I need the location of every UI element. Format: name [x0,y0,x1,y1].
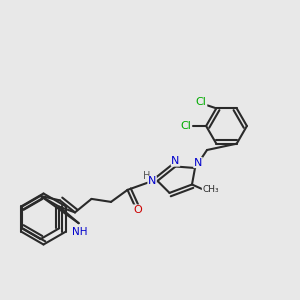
Text: Cl: Cl [181,121,191,131]
Text: CH₃: CH₃ [202,185,219,194]
Text: N: N [194,158,202,168]
Text: N: N [171,156,180,166]
Text: O: O [133,205,142,215]
Text: H: H [143,171,151,181]
Text: Cl: Cl [196,97,207,107]
Text: N: N [148,176,156,187]
Text: NH: NH [73,227,88,237]
